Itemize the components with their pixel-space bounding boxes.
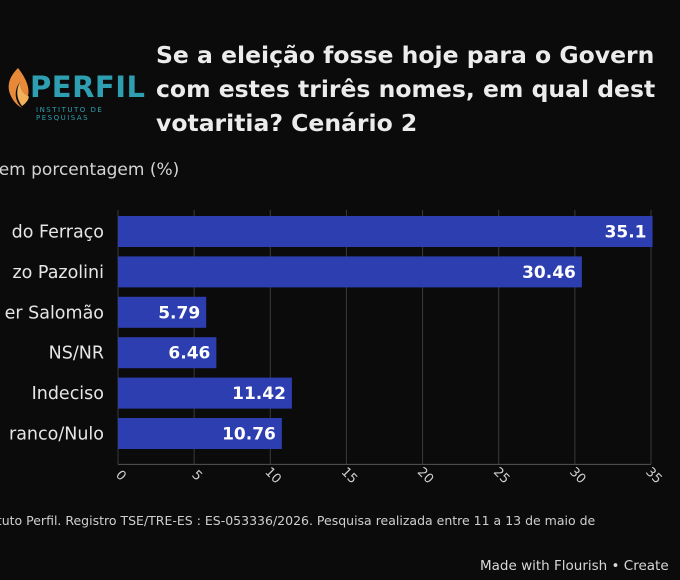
bar-value-label: 11.42 [232,384,286,404]
category-label: do Ferraço [12,223,104,243]
title-line: Se a eleição fosse hoje para o Govern [156,41,655,69]
x-tick-label: 20 [414,465,436,487]
flame-icon [8,68,29,108]
bar-value-label: 5.79 [158,303,200,323]
bar [118,418,282,449]
flourish-credit[interactable]: Made with Flourish • Create [480,558,669,574]
x-tick-label: 0 [112,468,128,484]
x-tick-label: 25 [490,465,512,487]
category-label: NS/NR [49,344,104,364]
category-label: zo Pazolini [12,263,104,283]
logo-wordmark: PERFIL [30,70,146,104]
x-tick-label: 10 [262,465,284,487]
bar [118,337,217,369]
source-note: nstituto Perfil. Registro TSE/TRE-ES : E… [0,513,596,528]
title-line: votaritia? Cenário 2 [156,109,418,137]
title-line: com estes trirês nomes, em qual dest [156,75,656,103]
category-label: Indeciso [32,384,104,404]
x-tick-label: 30 [566,465,588,487]
chart-title: Se a eleição fosse hoje para o Govern co… [156,38,680,140]
category-label: ranco/Nulo [9,425,104,445]
bar [118,256,582,288]
bar-chart: 35.1 do Ferraço 30.46 zo Pazolini 5.79 er Sal… [5,210,665,487]
bar-value-label: 6.46 [168,344,210,364]
category-label: er Salomão [5,303,104,323]
bar [118,296,207,328]
bar [118,216,653,247]
chart-subtitle: es em porcentagem (%) [0,160,180,180]
bar-value-label: 30.46 [522,263,576,283]
bar-value-label: 35.1 [605,223,647,243]
bar [118,377,292,409]
bar-value-label: 10.76 [222,425,276,445]
logo: PERFIL INSTITUTO DE PESQUISAS [4,66,145,122]
logo-tagline: INSTITUTO DE PESQUISAS [36,106,104,122]
x-tick-label: 5 [188,468,204,484]
x-tick-label: 15 [338,465,360,487]
x-tick-label: 35 [642,465,664,487]
